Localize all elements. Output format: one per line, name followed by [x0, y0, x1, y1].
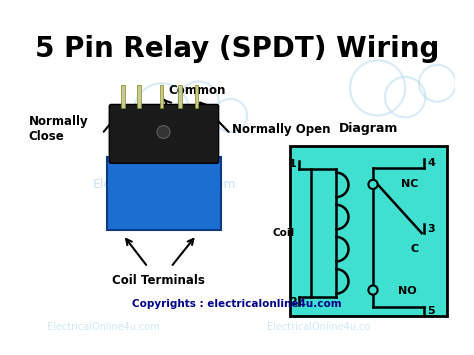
FancyBboxPatch shape	[109, 104, 219, 163]
Bar	[195, 85, 199, 108]
Bar	[178, 85, 182, 108]
Text: Normally
Close: Normally Close	[28, 115, 88, 143]
Bar	[121, 85, 125, 108]
Text: 1: 1	[289, 159, 297, 169]
Text: Elec: Elec	[93, 178, 119, 191]
Text: 2: 2	[289, 297, 297, 307]
Text: Coil Terminals: Coil Terminals	[112, 274, 205, 286]
Circle shape	[368, 180, 378, 189]
Text: 5 Pin Relay (SPDT) Wiring: 5 Pin Relay (SPDT) Wiring	[35, 35, 439, 63]
Text: NO: NO	[398, 285, 416, 296]
Bar	[137, 85, 140, 108]
Text: Diagram: Diagram	[339, 122, 398, 135]
Text: Common: Common	[168, 84, 226, 97]
Text: Copyrights : electricalonline4u.com: Copyrights : electricalonline4u.com	[132, 299, 342, 309]
Text: 4u.com: 4u.com	[189, 178, 236, 191]
Text: ElectricalOnline4u.com: ElectricalOnline4u.com	[47, 322, 160, 332]
Text: ElectricalOnline4u.co: ElectricalOnline4u.co	[267, 322, 371, 332]
Text: 4: 4	[427, 158, 435, 168]
Circle shape	[157, 126, 170, 138]
Bar	[290, 146, 447, 316]
Text: 3: 3	[427, 224, 435, 234]
Text: Normally Open: Normally Open	[232, 123, 331, 136]
Text: C: C	[410, 244, 419, 254]
Circle shape	[368, 285, 378, 295]
Text: NC: NC	[401, 179, 419, 189]
Bar	[160, 85, 164, 108]
Text: 5: 5	[427, 306, 435, 316]
Bar	[107, 157, 221, 230]
Text: Coil: Coil	[273, 228, 295, 238]
